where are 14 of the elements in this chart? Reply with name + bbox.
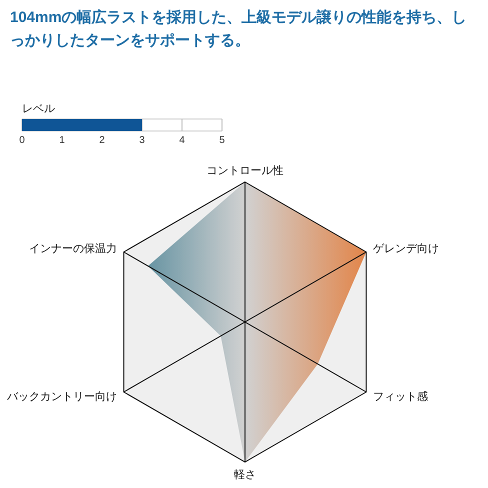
x-tick-label: 0 bbox=[19, 135, 26, 146]
spoke-label: コントロール性 bbox=[206, 165, 284, 177]
spoke-label: バックカントリー向け bbox=[6, 391, 117, 403]
x-tick-label: 2 bbox=[99, 135, 106, 146]
x-tick-label: 4 bbox=[179, 135, 186, 146]
x-tick-label: 5 bbox=[219, 135, 226, 146]
spoke-label: インナーの保温力 bbox=[28, 242, 117, 255]
x-tick-label: 1 bbox=[59, 135, 66, 146]
x-tick-label: 3 bbox=[139, 135, 146, 146]
spoke-label: 軽さ bbox=[234, 469, 256, 481]
spoke-label: フィット感 bbox=[373, 390, 428, 403]
spoke-label: ゲレンデ向け bbox=[373, 243, 440, 255]
chart-title: 104mmの幅広ラストを採用した、上級モデル譲りの性能を持ち、しっかりしたターンをサポートする。 bbox=[10, 8, 467, 49]
chart-subtitle: レベル bbox=[22, 103, 55, 115]
